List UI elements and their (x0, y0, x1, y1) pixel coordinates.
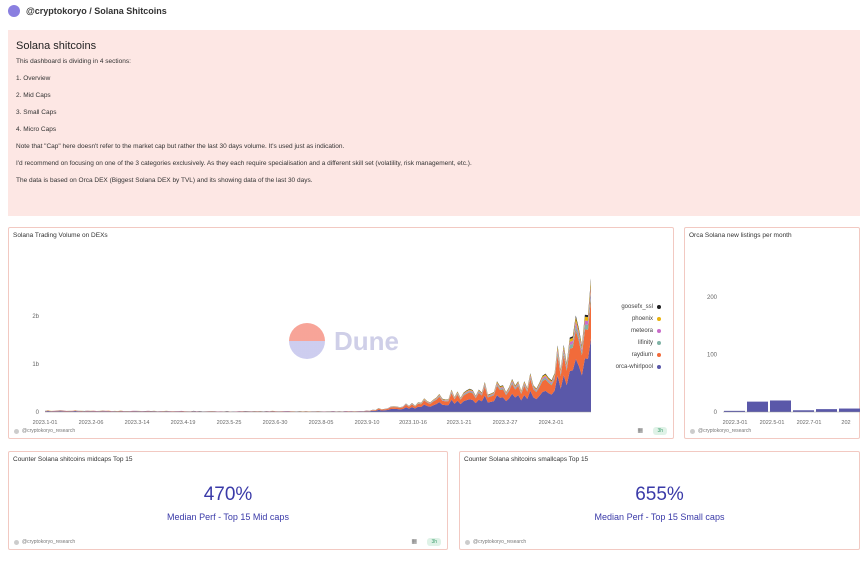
x-tick-label: 2023.1-01 (33, 420, 58, 426)
legend-label: phoenix (631, 316, 653, 322)
x-tick-label: 2023.10-16 (399, 420, 427, 426)
intro-line: 3. Small Caps (16, 109, 57, 116)
volume-legend: goosefx_ssl phoenix meteora lifinity ray… (616, 304, 661, 376)
x-tick-label: 2023.2-27 (493, 420, 518, 426)
legend-swatch (657, 353, 661, 357)
y-tick-label: 100 (707, 352, 718, 358)
dune-watermark: Dune (334, 326, 399, 356)
legend-item: meteora (616, 328, 661, 334)
author-handle: @cryptokoryo_research (22, 428, 76, 434)
x-tick-label: 2022.5-01 (760, 420, 785, 426)
author-avatar-icon (14, 539, 19, 545)
legend-item: goosefx_ssl (616, 304, 661, 310)
intro-line: 4. Micro Caps (16, 126, 57, 133)
volume-area-chart: 0 1b 2b 2023.1-01 2023.2-06 2023.3-14 2023.4-1… (32, 278, 591, 426)
listings-chart-title: Orca Solana new listings per month (689, 232, 792, 239)
intro-line: I'd recommend on focusing on one of the … (16, 160, 472, 167)
bar (816, 409, 837, 412)
intro-text-panel: Solana shitcoins This dashboard is divid… (8, 30, 860, 216)
author-avatar-icon (14, 428, 19, 434)
legend-item: raydium (616, 352, 661, 358)
table-view-icon[interactable]: ▦ (411, 539, 417, 545)
author-handle: @cryptokoryo_research (473, 539, 527, 545)
legend-item: orca-whirlpool (616, 364, 661, 370)
y-tick-label: 1b (32, 362, 39, 368)
intro-heading: Solana shitcoins (16, 40, 97, 52)
intro-line: The data is based on Orca DEX (Biggest S… (16, 177, 313, 184)
x-tick-label: 2024.2-01 (539, 420, 564, 426)
legend-swatch (657, 317, 661, 321)
x-tick-label: 2022.7-01 (797, 420, 822, 426)
bar (793, 410, 814, 412)
x-tick-label: 2023.2-06 (79, 420, 104, 426)
legend-label: goosefx_ssl (621, 304, 653, 310)
legend-swatch (657, 365, 661, 369)
card-footer: @cryptokoryo_research (690, 428, 751, 434)
bar (770, 400, 791, 412)
legend-swatch (657, 305, 661, 309)
x-tick-label: 202 (841, 420, 850, 426)
card-footer: @cryptokoryo_research (14, 539, 75, 545)
x-tick-label: 2023.1-21 (447, 420, 472, 426)
legend-swatch (657, 329, 661, 333)
counter-midcaps-label: Median Perf - Top 15 Mid caps (167, 512, 289, 522)
author-handle: @cryptokoryo_research (22, 539, 76, 545)
bar (724, 410, 745, 412)
legend-label: raydium (631, 352, 653, 358)
bar (839, 408, 860, 412)
bar (747, 401, 768, 412)
legend-item: phoenix (616, 316, 661, 322)
counter-smallcaps-card[interactable]: Counter Solana shitcoins smallcaps Top 1… (459, 451, 860, 550)
refresh-badge[interactable]: 3h (653, 427, 667, 435)
author-avatar-icon (465, 539, 470, 545)
area-series-orca-whirlpool (45, 338, 591, 412)
y-tick-label: 0 (36, 410, 40, 416)
avatar[interactable] (8, 5, 20, 17)
refresh-badge[interactable]: 3h (427, 538, 441, 546)
listings-chart-card[interactable]: Orca Solana new listings per month 0 100 2… (684, 227, 860, 439)
counter-midcaps-title: Counter Solana shitcoins midcaps Top 15 (13, 456, 133, 463)
legend-label: meteora (630, 328, 653, 334)
y-tick-label: 200 (707, 295, 718, 301)
counter-midcaps-card[interactable]: Counter Solana shitcoins midcaps Top 15 … (8, 451, 448, 550)
y-tick-label: 2b (32, 314, 39, 320)
x-tick-label: 2023.4-19 (171, 420, 196, 426)
intro-line: This dashboard is dividing in 4 sections… (16, 58, 131, 65)
legend-item: lifinity (616, 340, 661, 346)
x-tick-label: 2023.3-14 (125, 420, 150, 426)
x-tick-label: 2023.8-05 (309, 420, 334, 426)
top-bar: @cryptokoryo / Solana Shitcoins (0, 0, 860, 22)
listings-bar-chart: 0 100 200 2022.3-01 2022.5-01 2022.7-01 202 (707, 295, 860, 426)
counter-smallcaps-value: 655% (635, 484, 684, 505)
intro-line: Note that "Cap" here doesn't refer to th… (16, 143, 345, 150)
area-series-raydium (45, 298, 591, 412)
table-view-icon[interactable]: ▦ (637, 428, 643, 434)
card-footer: @cryptokoryo_research (14, 428, 75, 434)
intro-line: 1. Overview (16, 75, 51, 82)
counter-smallcaps-label: Median Perf - Top 15 Small caps (594, 512, 725, 522)
counter-midcaps-value: 470% (203, 484, 253, 505)
author-handle: @cryptokoryo_research (698, 428, 752, 434)
intro-line: 2. Mid Caps (16, 92, 51, 99)
dune-logo-icon (289, 323, 325, 359)
card-footer: @cryptokoryo_research (465, 539, 526, 545)
counter-smallcaps-title: Counter Solana shitcoins smallcaps Top 1… (464, 456, 589, 463)
author-avatar-icon (690, 428, 695, 434)
legend-label: lifinity (637, 340, 653, 346)
x-tick-label: 2022.3-01 (723, 420, 748, 426)
x-tick-label: 2023.6-30 (263, 420, 288, 426)
page-title: @cryptokoryo / Solana Shitcoins (26, 6, 167, 16)
legend-label: orca-whirlpool (615, 364, 653, 370)
volume-chart-title: Solana Trading Volume on DEXs (13, 232, 108, 239)
y-tick-label: 0 (714, 410, 718, 416)
legend-swatch (657, 341, 661, 345)
volume-chart-card[interactable]: Solana Trading Volume on DEXs Dune 0 1b 2b… (8, 227, 674, 439)
x-tick-label: 2023.5-25 (217, 420, 242, 426)
x-tick-label: 2023.9-10 (355, 420, 380, 426)
